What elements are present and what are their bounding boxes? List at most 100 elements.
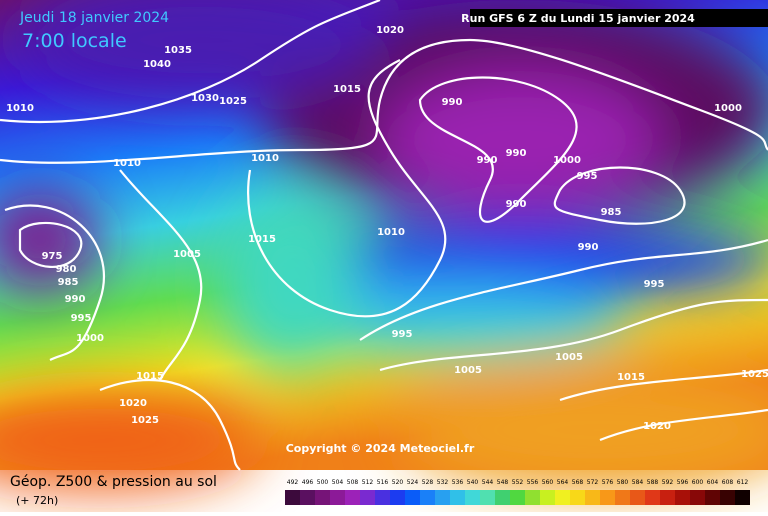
field [0,0,768,490]
legend-swatch [360,490,375,505]
legend-swatch [720,490,735,505]
legend-label: 576 [602,479,614,486]
legend-label: 580 [617,479,629,486]
legend-label: 584 [632,479,644,486]
isobar-label: 1005 [173,249,201,260]
legend-swatch [570,490,585,505]
isobar-label: 1015 [617,372,645,383]
legend-label: 588 [647,479,659,486]
isobar-label: 990 [506,199,527,210]
isobar-label: 1030 [191,93,219,104]
legend-swatch [450,490,465,505]
isobar-label: 1035 [164,45,192,56]
legend-label: 540 [467,479,479,486]
legend-label: 512 [362,479,374,486]
legend-swatch [555,490,570,505]
legend-swatch [540,490,555,505]
isobar-label: 995 [644,279,665,290]
legend-swatch [405,490,420,505]
legend-label: 592 [662,479,674,486]
legend-swatch [525,490,540,505]
isobar-label: 1025 [131,415,159,426]
footer-lead: (+ 72h) [16,494,58,507]
isobar-label: 1000 [76,333,104,344]
legend-label: 500 [317,479,329,486]
legend-label: 612 [737,479,749,486]
legend-swatch [465,490,480,505]
isobar-label: 995 [577,171,598,182]
legend-swatch [675,490,690,505]
legend-swatch [705,490,720,505]
legend-swatch [315,490,330,505]
legend-swatch [285,490,300,505]
isobar-label: 1005 [555,352,583,363]
legend-swatch [390,490,405,505]
isobar-label: 1010 [113,158,141,169]
legend-swatch [630,490,645,505]
run: Run GFS 6 Z du Lundi 15 janvier 2024 [461,12,695,25]
legend-label: 508 [347,479,359,486]
isobar-label: 990 [506,148,527,159]
legend-swatch [615,490,630,505]
isobar-label: 975 [42,251,63,262]
legend-label: 548 [497,479,509,486]
legend-label: 516 [377,479,389,486]
legend-label: 560 [542,479,554,486]
legend-label: 536 [452,479,464,486]
isobar-label: 1040 [143,59,171,70]
date: Jeudi 18 janvier 2024 [19,10,169,26]
legend-label: 524 [407,479,419,486]
isobar-label: 995 [392,329,413,340]
isobar-label: 985 [601,207,622,218]
legend-swatch [690,490,705,505]
legend-swatch [735,490,750,505]
isobar-label: 1010 [251,153,279,164]
legend-label: 496 [302,479,314,486]
legend-swatch [660,490,675,505]
legend-swatch [585,490,600,505]
isobar-label: 1015 [333,84,361,95]
legend-label: 528 [422,479,434,486]
legend-label: 572 [587,479,599,486]
isobar-label: 980 [56,264,77,275]
isobars [0,0,768,470]
legend-label: 492 [287,479,299,486]
footer-title: Géop. Z500 & pression au sol [10,474,217,490]
isobar-label: 1000 [553,155,581,166]
isobar-label: 990 [477,155,498,166]
copyright: Copyright © 2024 Meteociel.fr [286,442,475,455]
legend-swatch [600,490,615,505]
isobar-label: 990 [65,294,86,305]
legend-label: 604 [707,479,719,486]
legend-label: 608 [722,479,734,486]
legend-swatch [495,490,510,505]
run-box [470,9,768,27]
isobar-label: 985 [58,277,79,288]
legend-swatch [645,490,660,505]
isobar-label: 1020 [119,398,147,409]
legend-swatch [300,490,315,505]
isobar-label: 1025 [741,369,768,380]
legend-label: 564 [557,479,569,486]
isobar-label: 1015 [248,234,276,245]
legend-swatch [435,490,450,505]
isobar-label: 990 [442,97,463,108]
legend-swatch [345,490,360,505]
isobar-label: 1020 [643,421,671,432]
isobar-label: 1010 [6,103,34,114]
legend-label: 532 [437,479,449,486]
legend-label: 568 [572,479,584,486]
legend-label: 520 [392,479,404,486]
legend-label: 544 [482,479,494,486]
isobar-label: 1015 [136,371,164,382]
legend-swatch [510,490,525,505]
legend-swatch [480,490,495,505]
isobar-label: 995 [71,313,92,324]
legend-label: 556 [527,479,539,486]
legend-label: 600 [692,479,704,486]
legend-label: 552 [512,479,524,486]
isobar-label: 1020 [376,25,404,36]
legend-swatch [375,490,390,505]
isobar-label: 1010 [377,227,405,238]
legend-label: 596 [677,479,689,486]
